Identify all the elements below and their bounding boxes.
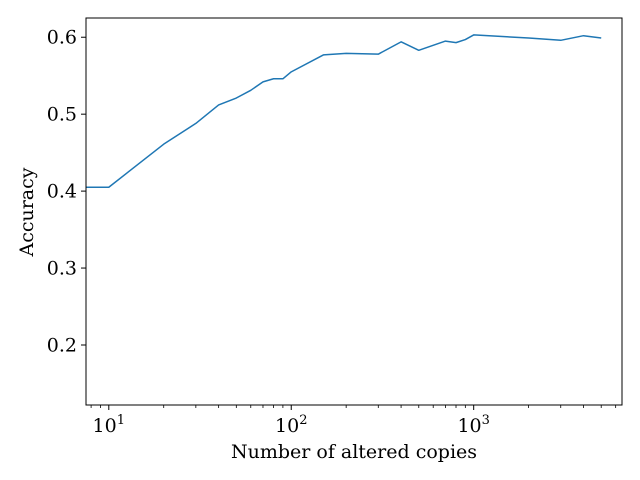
y-tick-label: 0.3 [47,258,77,280]
x-tick-label: 101 [93,413,125,437]
y-tick-label: 0.4 [47,181,77,203]
y-tick-label: 0.6 [47,27,77,49]
plot-area [86,34,602,189]
x-tick-label: 103 [457,413,489,437]
axes-frame [85,17,623,406]
x-axis-ticks: 101 102 103 [90,405,617,437]
y-tick-label: 0.2 [47,334,77,356]
series-line-0 [86,34,602,189]
y-axis-label: Accuracy [16,167,38,257]
x-tick-label: 102 [275,413,307,437]
x-axis-label: Number of altered copies [231,441,477,463]
y-axis-ticks: 0.2 0.3 0.4 0.5 0.6 [47,27,86,356]
y-tick-label: 0.5 [47,104,77,126]
